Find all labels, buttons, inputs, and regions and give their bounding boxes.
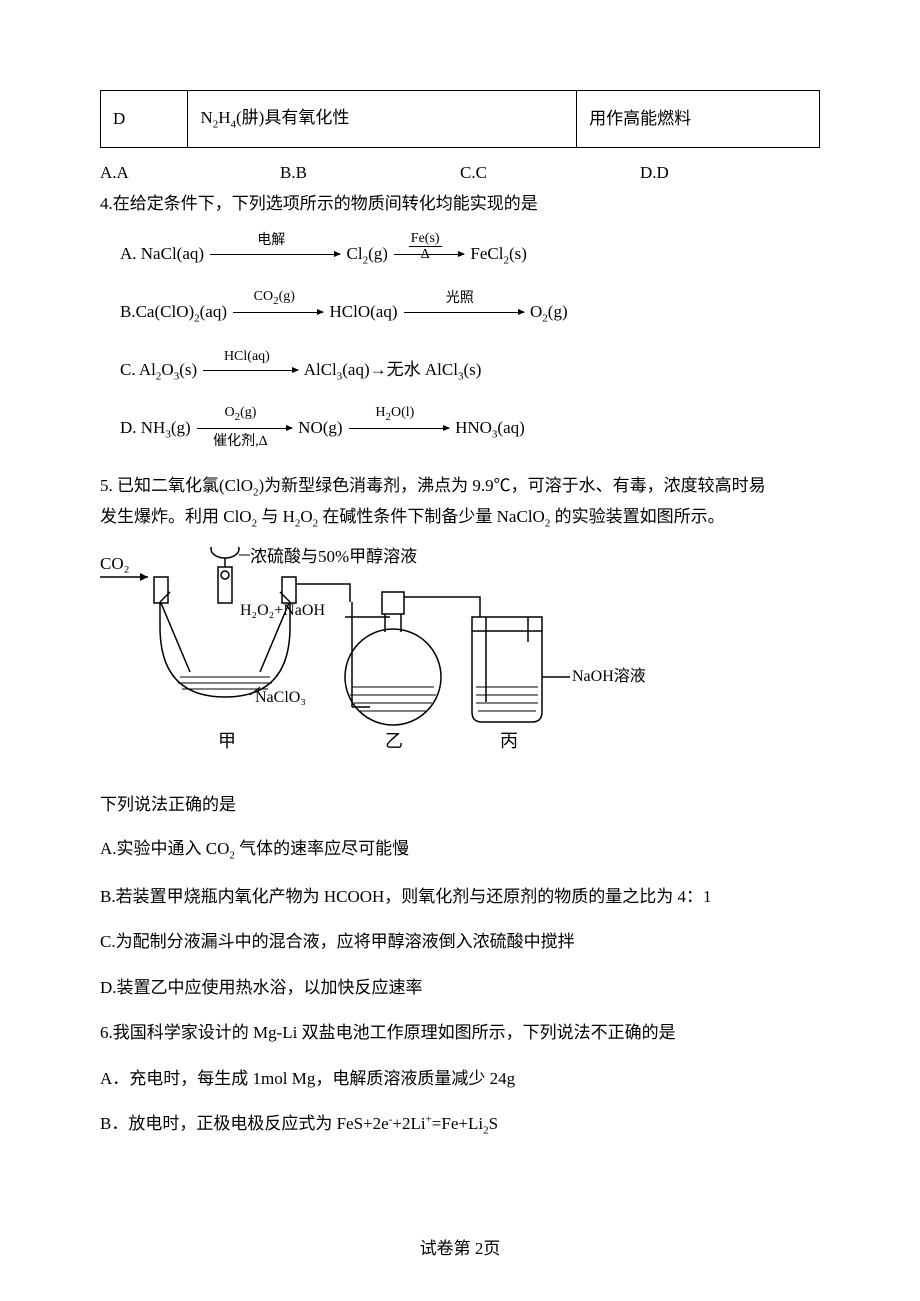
co2-label: CO₂: [100, 554, 130, 573]
jia-label: 甲: [218, 731, 236, 751]
q4-option-d: D. NH3(g) O2(g) 催化剂,Δ NO(g) H2O(l) HNO3(…: [120, 415, 825, 443]
opt-b: B.B: [280, 160, 460, 186]
q4b-2: HClO(aq): [330, 302, 398, 321]
opt-d: D.D: [640, 160, 820, 186]
flask1-label: NaClO₃: [255, 689, 306, 706]
arrow-icon: Fe(s) Δ: [394, 254, 464, 255]
arrow-icon: H2O(l): [349, 428, 449, 429]
arrow-icon: O2(g) 催化剂,Δ: [197, 428, 292, 429]
bing-label: 丙: [500, 731, 518, 751]
apparatus-diagram: CO₂: [100, 547, 825, 775]
q4d-3: HNO3(aq): [455, 418, 525, 437]
q5-post: 下列说法正确的是: [100, 792, 825, 818]
q4b-3: O2(g): [530, 302, 568, 321]
q4a-2: Cl2(g): [347, 244, 393, 263]
apparatus-svg: CO₂: [100, 547, 660, 767]
q5-stem: 5. 已知二氧化氯(ClO2)为新型绿色消毒剂，沸点为 9.9℃，可溶于水、有毒…: [100, 472, 825, 532]
q5-B: B.若装置甲烧瓶内氧化产物为 HCOOH，则氧化剂与还原剂的物质的量之比为 4：…: [100, 884, 825, 910]
arrow-icon: 光照: [404, 312, 524, 313]
funnel-label: 浓硫酸与50%甲醇溶液: [250, 547, 417, 566]
q4d-2: NO(g): [298, 418, 342, 437]
arrow-icon: CO2(g): [233, 312, 323, 313]
table-row: D N2H4(肼)具有氧化性 用作高能燃料: [101, 91, 820, 148]
mid-label: H₂O₂+NaOH: [240, 602, 326, 619]
yi-label: 乙: [385, 731, 403, 751]
q4c-2: AlCl3(aq)→无水 AlCl3(s): [304, 360, 482, 379]
q5-l1: 5. 已知二氧化氯(ClO2)为新型绿色消毒剂，沸点为 9.9℃，可溶于水、有毒…: [100, 476, 766, 495]
cell-d: D: [101, 91, 188, 148]
cell-right: 用作高能燃料: [577, 91, 820, 148]
q4c-1: C. Al2O3(s): [120, 360, 197, 379]
q4-option-a: A. NaCl(aq) 电解 Cl2(g) Fe(s) Δ FeCl2(s): [120, 241, 825, 269]
q5-l2: 发生爆炸。利用 ClO2 与 H2O2 在碱性条件下制备少量 NaClO2 的实…: [100, 507, 725, 526]
q5-D: D.装置乙中应使用热水浴，以加快反应速率: [100, 975, 825, 1001]
q4a-3: FeCl2(s): [470, 244, 527, 263]
abcd-options: A.A B.B C.C D.D: [100, 160, 820, 186]
q4b-1: B.Ca(ClO)2(aq): [120, 302, 227, 321]
q4-option-b: B.Ca(ClO)2(aq) CO2(g) HClO(aq) 光照 O2(g): [120, 299, 825, 327]
q5-C: C.为配制分液漏斗中的混合液，应将甲醇溶液倒入浓硫酸中搅拌: [100, 929, 825, 955]
partial-table: D N2H4(肼)具有氧化性 用作高能燃料: [100, 90, 820, 148]
q4a-frac: Fe(s) Δ: [409, 231, 442, 263]
q4d-1: D. NH3(g): [120, 418, 191, 437]
opt-a: A.A: [100, 160, 280, 186]
q5-A: A.实验中通入 CO2 气体的速率应尽可能慢: [100, 836, 825, 864]
q6-A: A．充电时，每生成 1mol Mg，电解质溶液质量减少 24g: [100, 1066, 825, 1092]
arrow-icon: 电解: [210, 254, 340, 255]
page-footer: 试卷第 2页: [0, 1236, 920, 1262]
q4-option-c: C. Al2O3(s) HCl(aq) AlCl3(aq)→无水 AlCl3(s…: [120, 357, 825, 385]
q6-B: B．放电时，正极电极反应式为 FeS+2e-+2Li+=Fe+Li2S: [100, 1111, 825, 1139]
q6-stem: 6.我国科学家设计的 Mg-Li 双盐电池工作原理如图所示，下列说法不正确的是: [100, 1020, 825, 1046]
q4a-1: A. NaCl(aq): [120, 244, 204, 263]
naoh-label: NaOH溶液: [572, 667, 646, 685]
cell-mid: N2H4(肼)具有氧化性: [188, 91, 577, 148]
q4-stem: 4.在给定条件下，下列选项所示的物质间转化均能实现的是: [100, 191, 825, 217]
arrow-icon: HCl(aq): [203, 370, 298, 371]
opt-c: C.C: [460, 160, 640, 186]
